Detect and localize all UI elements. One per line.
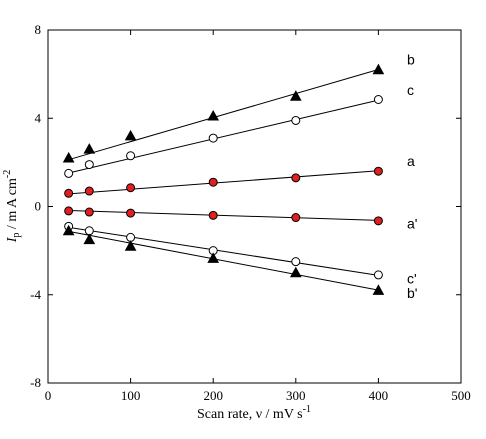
data-point-b-prime xyxy=(124,240,137,251)
series-label-c-prime: c' xyxy=(407,270,417,286)
data-point-c xyxy=(291,115,301,125)
data-point-b xyxy=(62,151,75,163)
data-point-a xyxy=(373,166,383,176)
series-labels: bc a a' c'b' xyxy=(407,51,417,301)
fit-line-b-prime xyxy=(68,230,379,291)
y-axis-title-sup: -2 xyxy=(2,170,13,178)
data-point-c xyxy=(84,160,94,170)
data-point-a xyxy=(84,186,94,196)
data-point-a-prime xyxy=(291,213,301,223)
data-point-c xyxy=(208,133,218,143)
y-axis-title-rest: / m A cm xyxy=(5,178,20,233)
x-axis-title: Scan rate, ν / mV s-1 xyxy=(197,404,311,422)
y-tick-label: -8 xyxy=(30,375,41,390)
y-tick-label: 4 xyxy=(35,110,42,125)
x-axis-title-sup: -1 xyxy=(303,404,311,415)
data-point-c-prime xyxy=(291,257,301,267)
fit-line-c xyxy=(68,99,379,174)
data-point-b xyxy=(83,143,96,154)
data-point-a xyxy=(126,183,136,193)
x-tick-label: 200 xyxy=(203,388,223,403)
data-point-b xyxy=(372,63,385,75)
x-tick-label: 500 xyxy=(451,388,471,403)
series-label-a-prime: a' xyxy=(407,215,417,231)
fit-line-a xyxy=(68,170,379,195)
plot-area-frame xyxy=(47,29,462,384)
y-tick-label: 0 xyxy=(35,199,42,214)
data-point-b-prime xyxy=(372,284,385,295)
x-tick-label: 0 xyxy=(45,388,52,403)
x-tick-label: 300 xyxy=(286,388,306,403)
fit-lines xyxy=(68,69,379,291)
data-point-b-prime xyxy=(83,233,96,245)
fit-line-b xyxy=(68,69,379,161)
data-points xyxy=(62,63,385,295)
y-tick-label: 8 xyxy=(35,22,42,37)
data-point-a-prime xyxy=(208,210,218,220)
y-axis-title-main: I xyxy=(5,236,20,243)
data-point-a-prime xyxy=(126,208,136,218)
series-label-b-prime: b' xyxy=(407,285,417,301)
data-point-a-prime xyxy=(373,216,383,226)
data-point-b-prime xyxy=(289,266,302,278)
series-label-b: b xyxy=(407,51,415,67)
x-tick-label: 400 xyxy=(369,388,389,403)
y-axis-title-sub: p xyxy=(11,233,22,238)
fit-line-c-prime xyxy=(68,226,379,276)
data-point-c xyxy=(373,94,383,104)
data-point-b xyxy=(207,110,220,121)
data-point-c xyxy=(126,151,136,161)
data-point-c-prime xyxy=(373,270,383,280)
y-tick-label: -4 xyxy=(30,287,41,302)
data-point-b xyxy=(124,129,137,141)
series-label-c: c xyxy=(407,82,414,98)
data-point-a xyxy=(208,177,218,187)
fit-line-a-prime xyxy=(68,209,379,221)
data-point-c xyxy=(64,168,74,178)
data-point-a xyxy=(291,173,301,183)
x-axis-title-main: Scan rate, ν / mV s xyxy=(197,407,303,422)
data-point-b xyxy=(289,90,302,101)
series-label-a: a xyxy=(407,153,415,169)
data-point-b-prime xyxy=(62,224,75,236)
data-point-a-prime xyxy=(64,206,74,216)
axis-ticks: 0 100 200 300 400 500 -8 -4 0 4 8 xyxy=(30,22,471,403)
data-point-a xyxy=(64,188,74,198)
data-point-a-prime xyxy=(84,207,94,217)
data-point-b-prime xyxy=(207,252,220,263)
y-axis-title: Ip / m A cm-2 xyxy=(2,170,22,243)
x-tick-label: 100 xyxy=(121,388,141,403)
